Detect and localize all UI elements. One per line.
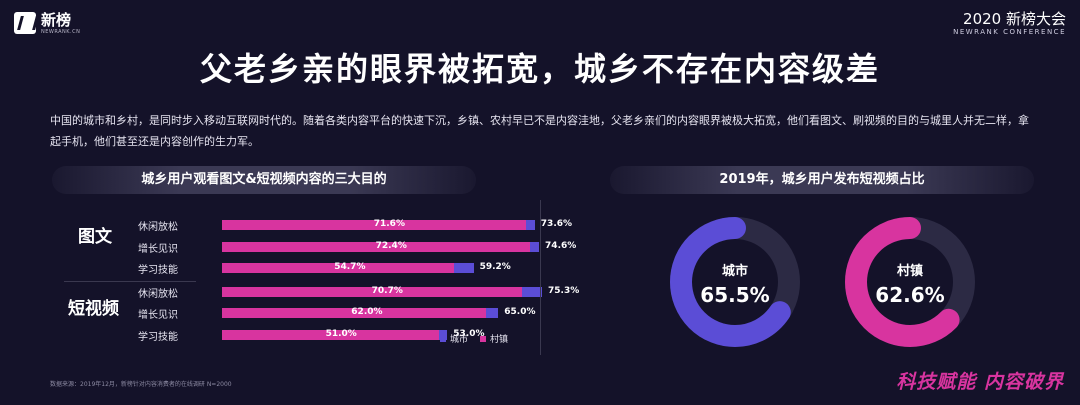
- bar-row: 学习技能 51.0% 53.0%: [138, 328, 498, 343]
- bar-city-value-label: 59.2%: [479, 262, 511, 272]
- vertical-divider: [540, 200, 541, 355]
- donut-chart-title: 2019年，城乡用户发布短视频占比: [610, 166, 1034, 194]
- bar-category-label: 学习技能: [138, 331, 178, 343]
- bar-town: [222, 286, 523, 297]
- group-divider: [64, 281, 196, 282]
- conference-title: 2020 新榜大会: [963, 10, 1066, 28]
- donut-name-town: 村镇: [896, 264, 923, 279]
- bar-row: 学习技能 54.7% 59.2%: [138, 262, 511, 276]
- group-label-graphic-text: 图文: [78, 227, 112, 247]
- bar-city-value-label: 75.3%: [548, 285, 580, 296]
- conference-subtitle: NEWRANK CONFERENCE: [953, 28, 1066, 36]
- bar-town-value-label: 62.0%: [351, 307, 383, 317]
- logo-text: 新榜: [41, 11, 72, 29]
- bar-row: 休闲放松 71.6% 73.6%: [138, 219, 572, 233]
- bar-city-value-label: 53.0%: [453, 328, 485, 339]
- legend-swatch-town: [480, 335, 487, 342]
- bar-city-value-label: 74.6%: [545, 240, 577, 251]
- bar-town: [222, 263, 455, 273]
- bar-city-value-label: 73.6%: [540, 219, 573, 229]
- donut-value-town: 62.6%: [875, 283, 945, 307]
- donut-arc: [670, 217, 800, 347]
- bar-chart-title: 城乡用户观看图文&短视频内容的三大目的: [52, 166, 476, 194]
- bar-town: [222, 329, 439, 340]
- donut-value-city: 65.5%: [700, 283, 770, 307]
- donut-arc: [845, 217, 975, 347]
- legend-label-city: 城市: [450, 335, 469, 345]
- bar-category-label: 增长见识: [138, 310, 178, 321]
- bar-town-value-label: 51.0%: [325, 328, 357, 339]
- logo-icon: [14, 12, 36, 34]
- bar-row: 增长见识 72.4% 74.6%: [138, 240, 576, 255]
- donut-center-town: 村镇 62.6%: [865, 260, 955, 307]
- slogan: 科技赋能 内容破界: [896, 371, 1064, 393]
- bar-row: 休闲放松 70.7% 75.3%: [138, 285, 579, 300]
- bar-town: [222, 308, 486, 318]
- bar-row: 增长见识 62.0% 65.0%: [138, 307, 535, 321]
- logo-subtext: NEWRANK.CN: [41, 29, 81, 35]
- bar-category-label: 增长见识: [138, 243, 178, 255]
- bar-category-label: 学习技能: [138, 265, 178, 276]
- bar-town: [222, 241, 530, 252]
- page-title: 父老乡亲的眼界被拓宽，城乡不存在内容级差: [199, 50, 880, 88]
- data-source-note: 数据来源：2019年12月，新榜针对内容消费者的在线调研 N=2000: [50, 381, 232, 388]
- bar-town-value-label: 72.4%: [375, 240, 407, 251]
- bar-category-label: 休闲放松: [138, 288, 178, 300]
- bar-town-value-label: 71.6%: [373, 219, 405, 229]
- group-label-short-video: 短视频: [68, 299, 119, 319]
- donut-charts: [670, 217, 975, 347]
- donut-name-city: 城市: [721, 264, 748, 279]
- bar-chart-area: 休闲放松 71.6% 73.6% 增长见识 72.4% 74.6% 学习技能 54.7% 59.…: [138, 219, 579, 350]
- bar-town: [222, 220, 527, 230]
- chart-legend: 城市 村镇: [440, 332, 508, 345]
- donut-center-city: 城市 65.5%: [690, 260, 780, 307]
- bar-city-value-label: 65.0%: [504, 307, 536, 317]
- bar-town-value-label: 54.7%: [334, 262, 366, 272]
- conference-badge: 2020 新榜大会 NEWRANK CONFERENCE: [953, 10, 1066, 37]
- brand-logo: 新榜 NEWRANK.CN: [14, 12, 80, 35]
- bar-category-label: 休闲放松: [138, 222, 178, 233]
- intro-paragraph: 中国的城市和乡村，是同时步入移动互联网时代的。随着各类内容平台的快速下沉，乡镇、…: [50, 114, 1029, 148]
- legend-label-town: 村镇: [490, 335, 509, 345]
- legend-swatch-city: [440, 335, 446, 342]
- bar-town-value-label: 70.7%: [371, 285, 403, 296]
